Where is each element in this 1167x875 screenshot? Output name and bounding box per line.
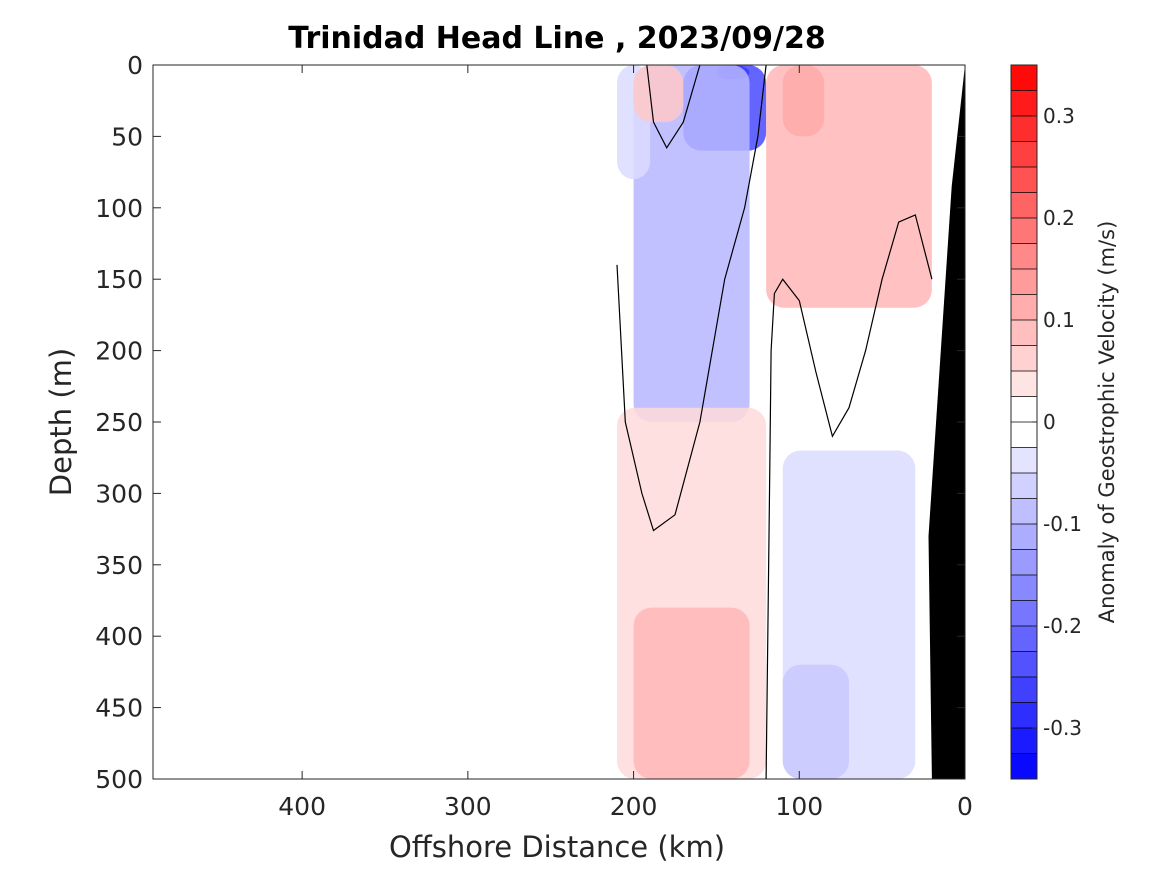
colorbar-segment — [1011, 371, 1037, 397]
y-tick-label: 50 — [111, 122, 143, 151]
x-tick-label: 0 — [957, 792, 973, 821]
y-tick-label: 200 — [95, 337, 143, 366]
chart-title: Trinidad Head Line , 2023/09/28 — [288, 21, 825, 56]
colorbar-segment — [1011, 753, 1037, 779]
colorbar-tick-label: -0.1 — [1043, 512, 1082, 536]
colorbar-tick-label: 0.2 — [1043, 206, 1075, 230]
velocity-region-5 — [633, 65, 684, 123]
x-tick-label: 300 — [444, 792, 492, 821]
colorbar-segment — [1011, 728, 1037, 754]
colorbar-segment — [1011, 141, 1037, 167]
colorbar-segment — [1011, 90, 1037, 116]
velocity-region-11 — [782, 664, 849, 779]
colorbar-segment — [1011, 192, 1037, 218]
y-tick-label: 300 — [95, 479, 143, 508]
colorbar-segment — [1011, 575, 1037, 601]
y-axis-label: Depth (m) — [44, 348, 78, 496]
colorbar-segment — [1011, 498, 1037, 524]
y-tick-label: 150 — [95, 265, 143, 294]
colorbar-segment — [1011, 447, 1037, 473]
colorbar-segment — [1011, 218, 1037, 244]
colorbar-segment — [1011, 473, 1037, 499]
colorbar-segment — [1011, 167, 1037, 193]
y-tick-label: 350 — [95, 551, 143, 580]
y-tick-label: 100 — [95, 194, 143, 223]
colorbar-segment — [1011, 677, 1037, 703]
x-tick-label: 200 — [610, 792, 658, 821]
colorbar-segment — [1011, 243, 1037, 269]
y-tick-label: 450 — [95, 694, 143, 723]
velocity-region-7 — [766, 65, 932, 308]
colorbar-tick-label: 0.1 — [1043, 308, 1075, 332]
colorbar-segment — [1011, 116, 1037, 142]
x-axis: 400 300 200 100 0 — [278, 65, 973, 821]
colorbar-segment — [1011, 396, 1037, 422]
y-axis: 0 50 100 150 200 250 300 350 400 450 500 — [95, 51, 965, 794]
zero-contours — [616, 65, 933, 779]
x-tick-label: 100 — [775, 792, 823, 821]
y-tick-label: 500 — [95, 765, 143, 794]
x-tick-label: 400 — [278, 792, 326, 821]
colorbar-segment — [1011, 600, 1037, 626]
colorbar-segment — [1011, 626, 1037, 652]
y-tick-label: 400 — [95, 622, 143, 651]
colorbar-segment — [1011, 549, 1037, 575]
colorbar-segment — [1011, 651, 1037, 677]
zero-contour-2 — [616, 65, 767, 532]
zero-contour-1 — [646, 65, 701, 149]
colorbar-tick-label: 0.3 — [1043, 104, 1075, 128]
zero-contour-3 — [765, 214, 933, 779]
colorbar-segment — [1011, 65, 1037, 91]
colorbar-segment — [1011, 524, 1037, 550]
colorbar-segment — [1011, 345, 1037, 371]
velocity-region-9 — [633, 607, 750, 779]
colorbar-segment — [1011, 294, 1037, 320]
colorbar-segment — [1011, 422, 1037, 448]
colorbar: 0.3 0.2 0.1 0 -0.1 -0.2 -0.3 — [1010, 64, 1082, 780]
colorbar-label: Anomaly of Geostrophic Velocity (m/s) — [1095, 221, 1119, 624]
colorbar-segment — [1011, 320, 1037, 346]
velocity-field — [617, 65, 932, 779]
colorbar-segment — [1011, 269, 1037, 295]
colorbar-segment — [1011, 702, 1037, 728]
colorbar-tick-label: 0 — [1043, 410, 1056, 434]
plot-area — [152, 64, 966, 780]
velocity-region-3 — [633, 65, 750, 422]
x-axis-label: Offshore Distance (km) — [389, 830, 725, 864]
y-tick-label: 0 — [127, 51, 143, 80]
y-tick-label: 250 — [95, 408, 143, 437]
colorbar-tick-label: -0.3 — [1043, 716, 1082, 740]
bathymetry — [928, 65, 965, 779]
colorbar-tick-label: -0.2 — [1043, 614, 1082, 638]
